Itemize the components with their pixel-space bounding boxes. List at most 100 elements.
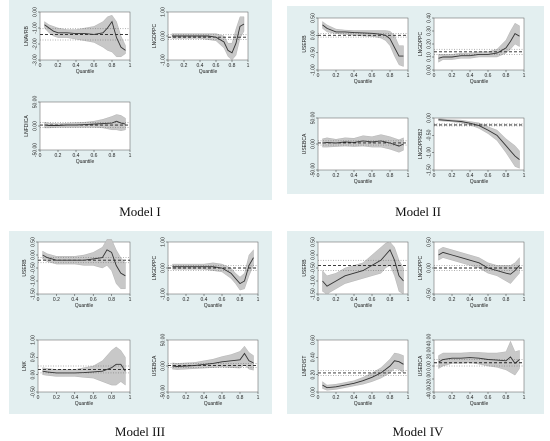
plot-9-xtick-label: 0.8 <box>237 297 244 303</box>
plot-11-ytick-label: 0.00 <box>160 361 166 371</box>
plot-9-xtick-label: 1 <box>257 297 260 303</box>
plot-13-xtick-label: 0 <box>433 297 436 303</box>
plot-13-xtick-label: 0.2 <box>449 297 456 303</box>
plot-6-ytick-label: 0.00 <box>310 139 316 149</box>
plot-4-xtick-label: 0.8 <box>387 73 394 79</box>
plot-11-ci-band <box>172 345 254 371</box>
plot-13-ytick-label: 0.50 <box>426 237 432 247</box>
plot-4-ytick-label: 0.50 <box>310 13 316 23</box>
plot-12-ytick-label: 0.00 <box>310 250 316 260</box>
plot-5-xtick-label: 0.8 <box>503 73 510 79</box>
plot-3-xtick-label: 0.8 <box>109 153 116 159</box>
plot-6-ci-band <box>322 134 404 153</box>
plot-1-xtick-label: 1 <box>129 63 132 69</box>
plot-1-estimate-line <box>44 20 126 51</box>
plot-8-ytick-label: -1.50 <box>30 288 36 300</box>
plot-3-xtick-label: 0.4 <box>73 153 80 159</box>
plot-15-xtick-label: 0.8 <box>503 395 510 401</box>
plot-15-xtick-label: 0.2 <box>449 395 456 401</box>
plot-2-ylabel: LNGDPPC <box>152 24 158 49</box>
plot-4-xlabel: Quantile <box>354 79 373 85</box>
plot-9-xlabel: Quantile <box>204 303 223 309</box>
model-3-caption: Model III <box>114 424 166 439</box>
plot-7-xtick-label: 0 <box>433 173 436 179</box>
plot-3-xtick-label: 0.6 <box>91 153 98 159</box>
plot-14-ytick-label: 0.60 <box>310 335 316 345</box>
plot-13-estimate-line <box>438 251 520 275</box>
plot-5-xtick-label: 0 <box>433 73 436 79</box>
plot-14-xtick-label: 1 <box>407 395 410 401</box>
plot-13-ytick-label: 0.00 <box>426 263 432 273</box>
plot-1-ytick-label: -3.00 <box>32 54 38 66</box>
plot-12-xtick-label: 0.2 <box>333 297 340 303</box>
plot-15-xtick-label: 1 <box>523 395 526 401</box>
plot-8-ytick-label: -0.50 <box>30 262 36 274</box>
plot-3-xtick-label: 0 <box>39 153 42 159</box>
plot-15-xtick-label: 0.6 <box>485 395 492 401</box>
plot-5-ytick-label: 0.20 <box>426 39 432 49</box>
plot-3-xlabel: Quantile <box>76 159 95 165</box>
plot-10-xtick-label: 1 <box>129 395 132 401</box>
plot-3-ytick-label: -50.00 <box>32 143 38 157</box>
plot-3-ytick-label: 50.00 <box>32 96 38 109</box>
plot-5-xtick-label: 0.6 <box>485 73 492 79</box>
plot-2-xtick-label: 0.2 <box>181 63 188 69</box>
plot-2-xtick-label: 1 <box>247 63 250 69</box>
plot-15-ytick-label: 40.00 <box>426 334 432 347</box>
plot-6-xlabel: Quantile <box>354 179 373 185</box>
plot-2-ci-band <box>171 16 245 61</box>
plot-12-ytick-label: -0.50 <box>310 262 316 274</box>
plot-13-xtick-label: 0.8 <box>503 297 510 303</box>
plot-7-ytick-label: -1.50 <box>426 164 432 176</box>
plot-6-xtick-label: 0.6 <box>369 173 376 179</box>
plot-3-xtick-label: 0.2 <box>55 153 62 159</box>
plot-6-xtick-label: 0.4 <box>351 173 358 179</box>
plot-1-ylabel: LNAVRB <box>24 26 30 46</box>
plot-5-ci-band <box>438 22 520 63</box>
model-4-caption: Model IV <box>392 424 444 439</box>
plot-9-ytick-label: 1.00 <box>160 237 166 247</box>
plot-1-xtick-label: 0 <box>39 63 42 69</box>
plot-8-xtick-label: 1 <box>129 297 132 303</box>
plot-14-estimate-line <box>322 360 404 389</box>
plot-11-xtick-label: 0.4 <box>201 395 208 401</box>
plot-7-xlabel: Quantile <box>470 179 489 185</box>
plot-14-ytick-label: 0.20 <box>310 370 316 380</box>
plot-12-xtick-label: 0.6 <box>369 297 376 303</box>
model-2-caption: Model II <box>395 204 441 219</box>
plot-14-ytick-label: 0.00 <box>310 387 316 397</box>
plot-15-ylabel: USEBCA <box>418 355 424 376</box>
plot-3-xtick-label: 1 <box>129 153 132 159</box>
plot-15-ytick-label: 20.00 <box>426 347 432 360</box>
plot-7-xtick-label: 1 <box>523 173 526 179</box>
plot-12-ytick-label: -1.50 <box>310 288 316 300</box>
plot-3-ylabel: LNFDICA <box>24 115 30 137</box>
plot-8-ytick-label: -1.00 <box>30 275 36 287</box>
plot-8-xtick-label: 0.8 <box>108 297 115 303</box>
plot-11-xlabel: Quantile <box>204 401 223 407</box>
plot-6-ylabel: USEBCA <box>302 133 308 154</box>
plot-5-ytick-label: 0.30 <box>426 26 432 36</box>
plot-5-ytick-label: 0.40 <box>426 13 432 23</box>
plot-10-ytick-label: 0.50 <box>30 352 36 362</box>
plot-5-xtick-label: 0.2 <box>449 73 456 79</box>
plot-7-estimate-line <box>438 119 520 160</box>
plot-7-ytick-label: 0.00 <box>426 113 432 123</box>
plot-2-ytick-label: 1.00 <box>160 7 166 17</box>
plot-11-ytick-label: 50.00 <box>160 334 166 347</box>
plot-2-ytick-label: -1.00 <box>160 54 166 66</box>
plot-14-xtick-label: 0.2 <box>333 395 340 401</box>
plot-5-ytick-label: 0.10 <box>426 52 432 62</box>
plot-11-xtick-label: 0.6 <box>219 395 226 401</box>
plot-7-ytick-label: -0.50 <box>426 129 432 141</box>
plot-9-xtick-label: 0.6 <box>219 297 226 303</box>
plot-14-ylabel: LNFDIST <box>302 356 308 377</box>
plot-14-xtick-label: 0.6 <box>369 395 376 401</box>
plot-7-xtick-label: 0.8 <box>503 173 510 179</box>
plot-4-xtick-label: 1 <box>407 73 410 79</box>
plot-8-estimate-line <box>42 249 126 277</box>
plot-7-xtick-label: 0.6 <box>485 173 492 179</box>
plot-10-ytick-label: -0.50 <box>30 386 36 398</box>
plot-8-ylabel: USERB <box>22 259 28 277</box>
